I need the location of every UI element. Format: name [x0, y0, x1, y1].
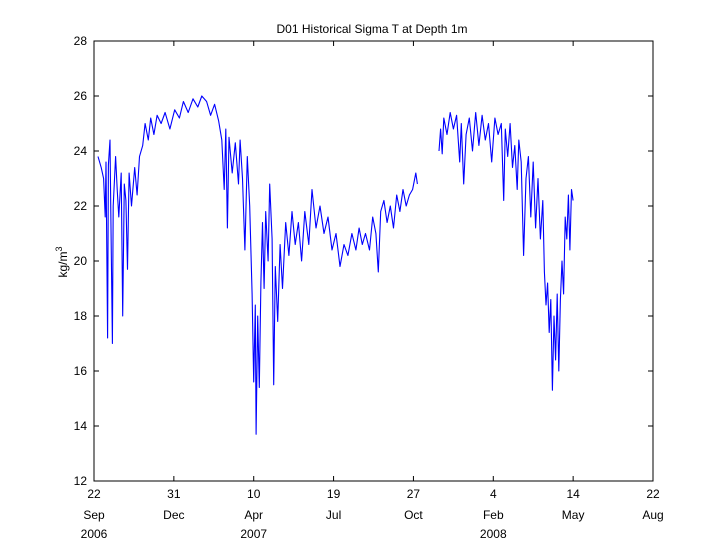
x-tick-day: 4	[490, 487, 497, 501]
x-tick-day: 10	[247, 487, 261, 501]
x-tick-day: 19	[327, 487, 341, 501]
y-tick-label: 22	[74, 199, 88, 213]
x-tick-day: 22	[87, 487, 101, 501]
y-tick-label: 24	[74, 144, 88, 158]
y-tick-label: 14	[74, 419, 88, 433]
x-tick-year: 2008	[480, 527, 507, 540]
y-axis-label: kg/m3	[54, 246, 70, 277]
x-tick-year: 2007	[240, 527, 267, 540]
x-tick-month: Oct	[404, 508, 423, 522]
axis-ticks	[93, 40, 654, 482]
plot-area	[93, 40, 654, 482]
chart-title: D01 Historical Sigma T at Depth 1m	[277, 22, 468, 36]
x-tick-day: 22	[646, 487, 660, 501]
x-tick-day: 27	[407, 487, 421, 501]
x-tick-month: Aug	[642, 508, 663, 522]
series-line	[97, 95, 418, 435]
y-tick-label: 20	[74, 254, 88, 268]
x-tick-month: Sep	[83, 508, 105, 522]
x-tick-month: Dec	[163, 508, 184, 522]
y-tick-label: 18	[74, 309, 88, 323]
x-tick-month: Feb	[483, 508, 504, 522]
y-tick-label: 12	[74, 474, 88, 488]
y-tick-label: 16	[74, 364, 88, 378]
x-axis-tick-labels: 22 Sep 2006 31 Dec 10 Apr 2007 19 Jul 27 Oct 4 Feb 200…	[81, 487, 664, 540]
y-tick-label: 28	[74, 34, 88, 48]
x-tick-month: May	[562, 508, 585, 522]
x-tick-month: Jul	[326, 508, 341, 522]
series-group	[97, 95, 574, 435]
x-tick-day: 14	[566, 487, 580, 501]
y-tick-label: 26	[74, 89, 88, 103]
x-tick-year: 2006	[81, 527, 108, 540]
x-tick-day: 31	[167, 487, 181, 501]
x-tick-month: Apr	[244, 508, 263, 522]
y-axis-tick-labels: 12 14 16 18 20 22 24 26 28	[74, 34, 88, 488]
series-line	[438, 111, 574, 391]
